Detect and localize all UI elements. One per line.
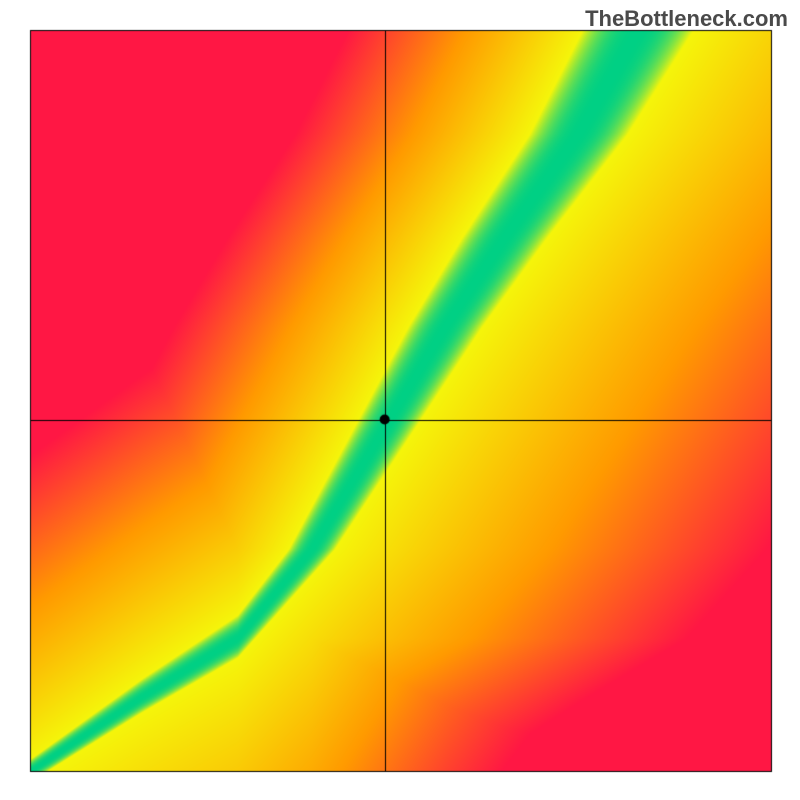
chart-container: TheBottleneck.com <box>0 0 800 800</box>
watermark-text: TheBottleneck.com <box>585 6 788 32</box>
heatmap-canvas <box>0 0 800 800</box>
